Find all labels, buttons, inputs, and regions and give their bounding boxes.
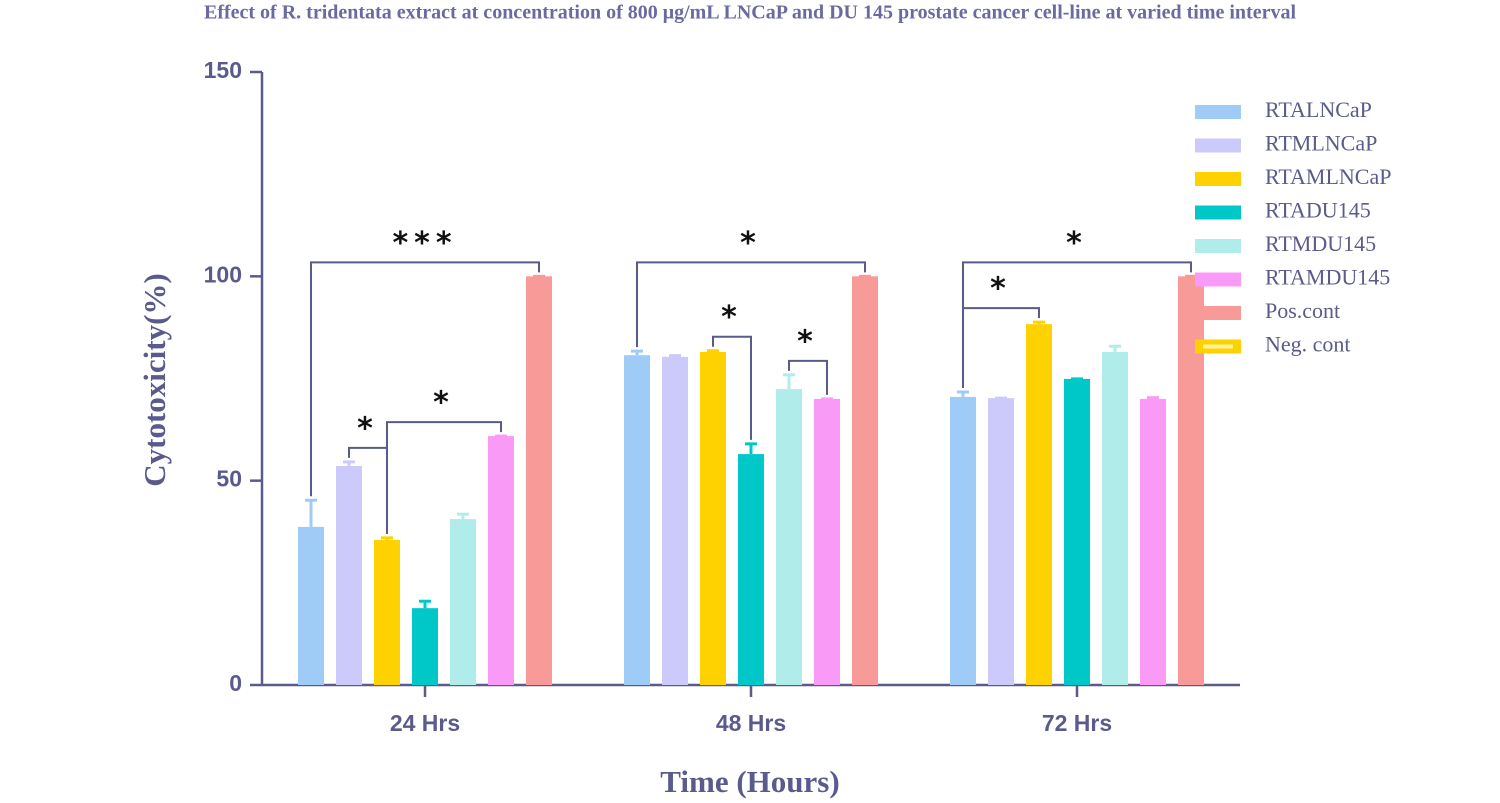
- bar: [988, 398, 1014, 685]
- chart-title: Effect of R. tridentata extract at conce…: [204, 2, 1296, 24]
- bar: [298, 526, 324, 685]
- significance-bracket: [386, 421, 502, 534]
- significance-bracket: [636, 261, 866, 348]
- x-tick-label: 48 Hrs: [716, 710, 786, 736]
- significance-label: *: [357, 411, 379, 446]
- error-bar: [745, 442, 757, 455]
- legend-label: RTALNCaP: [1265, 97, 1372, 122]
- bar: [1026, 324, 1052, 685]
- bar: [1064, 378, 1090, 685]
- significance-bracket: [788, 359, 828, 395]
- error-bar: [1033, 320, 1045, 325]
- bar: [624, 355, 650, 685]
- bar: [374, 539, 400, 685]
- legend-swatch: [1195, 138, 1241, 153]
- significance-bracket: [962, 307, 1040, 388]
- legend-swatch-inner: [1203, 344, 1233, 349]
- significance-label: ***: [392, 226, 457, 261]
- error-bar: [631, 349, 643, 356]
- bar: [450, 519, 476, 685]
- error-bar: [707, 349, 719, 353]
- error-bar: [783, 373, 795, 390]
- error-bar: [957, 390, 969, 397]
- significance-label: *: [740, 226, 762, 261]
- bar: [412, 608, 438, 685]
- error-bar: [381, 536, 393, 540]
- y-tick-label: 100: [204, 261, 242, 287]
- x-tick-label: 24 Hrs: [390, 710, 460, 736]
- legend-label: RTADU145: [1265, 198, 1371, 223]
- legend-label: RTMDU145: [1265, 231, 1376, 256]
- legend-label: RTAMDU145: [1265, 265, 1390, 290]
- legend-swatch: [1195, 105, 1241, 119]
- legend-swatch: [1195, 272, 1241, 287]
- bar: [488, 436, 514, 685]
- legend-swatch: [1195, 205, 1241, 220]
- error-bar: [457, 512, 469, 520]
- bar: [1178, 276, 1204, 685]
- significance-label: *: [721, 300, 743, 335]
- bar: [814, 398, 840, 685]
- significance-label: *: [797, 324, 819, 359]
- legend-label: Neg. cont: [1265, 332, 1351, 357]
- x-axis-title: Time (Hours): [660, 764, 839, 799]
- error-bar: [343, 460, 355, 466]
- bar: [852, 276, 878, 685]
- significance-label: *: [1066, 226, 1088, 261]
- bar: [738, 454, 764, 685]
- bar: [950, 396, 976, 685]
- legend-label: RTAMLNCaP: [1265, 164, 1391, 189]
- error-bar: [669, 354, 681, 358]
- significance-bracket: [310, 261, 540, 497]
- bar: [776, 389, 802, 685]
- bar: [700, 351, 726, 685]
- bar: [336, 465, 362, 685]
- significance-label: *: [433, 386, 455, 421]
- error-bar: [1147, 396, 1159, 400]
- y-axis-title: Cytotoxicity(%): [137, 273, 172, 487]
- bar: [662, 356, 688, 685]
- x-tick-label: 72 Hrs: [1042, 710, 1112, 736]
- y-tick-label: 150: [204, 57, 242, 83]
- error-bar: [419, 599, 431, 609]
- error-bar: [305, 498, 317, 527]
- y-tick-label: 50: [216, 466, 242, 492]
- y-tick-label: 0: [229, 670, 242, 696]
- legend-swatch: [1195, 172, 1241, 186]
- legend-swatch: [1195, 239, 1241, 253]
- bar: [526, 276, 552, 685]
- significance-bracket: [712, 335, 752, 440]
- legend-label: Pos.cont: [1265, 298, 1340, 323]
- error-bar: [1109, 344, 1121, 352]
- legend-swatch: [1195, 306, 1241, 320]
- bar: [1140, 398, 1166, 685]
- legend-label: RTMLNCaP: [1265, 131, 1377, 156]
- significance-label: *: [990, 272, 1012, 307]
- bar: [1102, 351, 1128, 685]
